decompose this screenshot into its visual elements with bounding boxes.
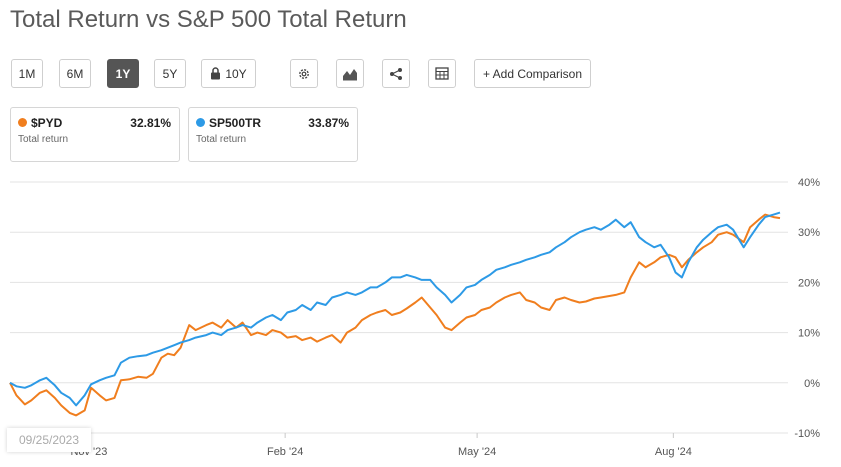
series-color-dot [18,118,27,127]
legend-subtitle: Total return [18,134,69,145]
legend-card-spyd[interactable]: $PYD 32.81% Total return [10,107,180,162]
table-icon [435,67,449,80]
page-title: Total Return vs S&P 500 Total Return [10,6,407,33]
legend-value: 33.87% [308,116,349,130]
line-chart[interactable]: 40%30%20%10%0%-10%Nov '23 Feb '24 May '24 A… [0,170,841,467]
x-tick-label: May '24 [458,446,496,458]
y-tick-label: 20% [798,277,820,289]
x-tick-label: Feb '24 [267,446,303,458]
share-button[interactable] [382,59,410,88]
legend-ticker: SP500TR [209,116,262,130]
y-tick-label: 40% [798,177,820,189]
period-10y-label: 10Y [225,66,247,81]
area-chart-icon [342,67,358,81]
period-6m-button[interactable]: 6M [59,59,91,88]
share-icon [389,67,403,81]
series-line [9,211,781,407]
chart-type-button[interactable] [336,59,364,88]
legend-value: 32.81% [130,116,171,130]
y-tick-label: 0% [804,378,820,390]
y-tick-label: 30% [798,227,820,239]
period-1y-button[interactable]: 1Y [107,59,139,88]
table-button[interactable] [428,59,456,88]
series-line [9,213,781,417]
period-10y-button[interactable]: 10Y [201,59,256,88]
y-tick-label: -10% [794,428,820,440]
gear-icon [297,67,311,81]
legend-card-sp500tr[interactable]: SP500TR 33.87% Total return [188,107,358,162]
settings-button[interactable] [290,59,318,88]
add-comparison-button[interactable]: + Add Comparison [474,59,591,88]
legend-ticker: $PYD [31,116,63,130]
y-tick-label: 10% [798,328,820,340]
start-date-label: 09/25/2023 [7,428,91,452]
legend-subtitle: Total return [196,134,247,145]
period-5y-button[interactable]: 5Y [154,59,186,88]
period-1m-button[interactable]: 1M [11,59,43,88]
series-color-dot [196,118,205,127]
x-tick-label: Aug '24 [655,446,692,458]
lock-icon [210,67,221,80]
